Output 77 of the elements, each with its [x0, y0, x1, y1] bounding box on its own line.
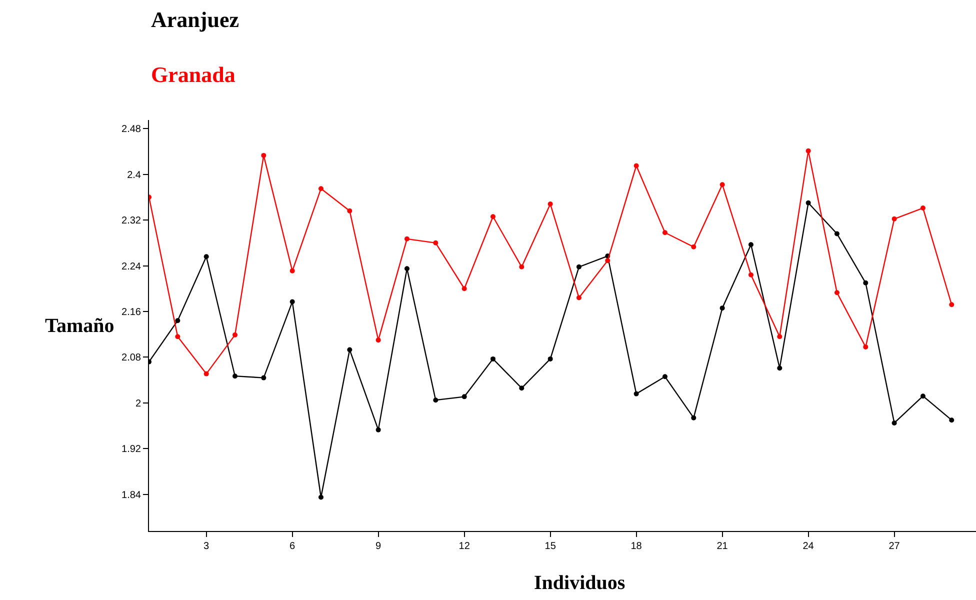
point: [691, 244, 696, 250]
point: [605, 258, 610, 264]
point: [232, 332, 238, 338]
point: [404, 236, 410, 242]
y-tick-label: 2: [135, 398, 142, 410]
point: [232, 374, 238, 379]
point: [834, 290, 840, 296]
point: [318, 494, 324, 500]
y-axis-title: Tamaño: [45, 315, 114, 337]
point: [548, 202, 553, 207]
point: [376, 338, 381, 343]
point: [576, 264, 582, 270]
point: [863, 280, 868, 286]
point: [462, 286, 467, 292]
point: [376, 427, 381, 432]
point: [290, 268, 295, 274]
point: [433, 398, 438, 403]
x-tick-label: 24: [802, 541, 814, 552]
point: [892, 216, 897, 222]
point: [720, 306, 725, 311]
point: [576, 295, 582, 300]
point: [433, 240, 438, 246]
x-tick-label: 12: [458, 541, 470, 552]
point: [777, 334, 782, 340]
point: [634, 391, 639, 396]
x-tick-label: 18: [630, 541, 642, 552]
text: Aranjuez: [151, 7, 240, 32]
x-tick-label: 6: [290, 541, 296, 552]
point: [806, 200, 811, 206]
point: [834, 231, 840, 236]
point: [634, 163, 639, 168]
point: [204, 371, 209, 376]
point: [949, 302, 954, 308]
y-tick-label: 2.4: [127, 170, 142, 181]
point: [490, 214, 496, 220]
text: Granada: [151, 62, 236, 87]
point: [806, 148, 811, 154]
point: [290, 299, 295, 304]
point: [691, 415, 696, 420]
point: [347, 347, 352, 352]
point: [720, 182, 725, 188]
point: [462, 394, 467, 400]
y-tick-label: 2.16: [122, 307, 142, 318]
point: [404, 266, 410, 272]
x-axis-title: Individuos: [534, 572, 626, 594]
point: [777, 366, 782, 371]
point: [347, 208, 352, 214]
point: [175, 318, 180, 324]
point: [748, 272, 754, 278]
point: [519, 386, 524, 391]
point: [175, 334, 180, 340]
point: [949, 418, 954, 423]
point: [204, 254, 209, 260]
y-tick-label: 2.24: [122, 261, 142, 272]
point: [490, 356, 496, 362]
point: [519, 264, 524, 270]
point: [748, 242, 754, 248]
point: [261, 375, 266, 380]
y-tick-label: 2.32: [122, 216, 142, 227]
x-tick-label: 3: [204, 541, 210, 552]
point: [892, 420, 897, 426]
point: [863, 344, 868, 350]
point: [662, 374, 668, 380]
y-tick-label: 1.84: [122, 490, 142, 501]
y-tick-label: 2.08: [122, 352, 142, 364]
point: [261, 152, 266, 158]
point: [920, 206, 926, 211]
point: [662, 230, 668, 236]
x-tick-label: 15: [544, 541, 556, 552]
y-tick-label: 1.92: [122, 444, 142, 456]
point: [920, 394, 926, 399]
point: [318, 186, 324, 192]
y-tick-label: 2.48: [122, 124, 142, 136]
x-tick-label: 9: [376, 541, 382, 552]
x-tick-label: 21: [716, 541, 728, 552]
x-tick-label: 27: [888, 541, 900, 552]
point: [548, 356, 553, 362]
